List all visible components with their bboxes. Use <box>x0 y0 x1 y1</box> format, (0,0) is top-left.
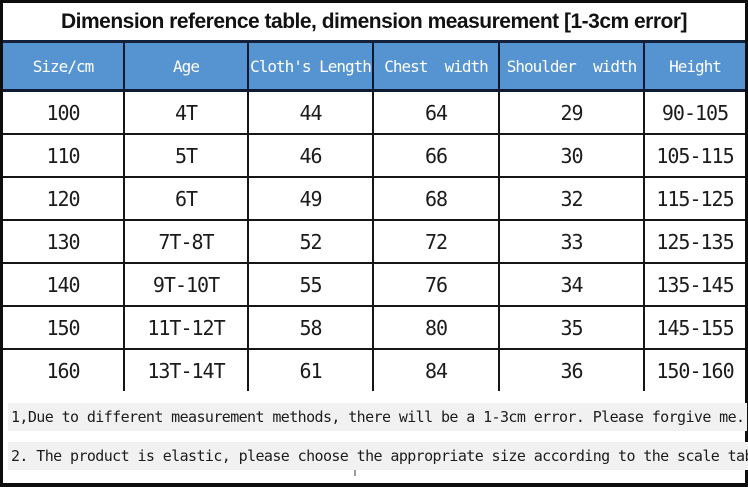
column-header-shoulder-width: Shoulder width <box>498 40 645 92</box>
table-cell: 61 <box>247 348 374 391</box>
table-cell: 105-115 <box>643 133 745 178</box>
table-cell: 160 <box>3 348 125 391</box>
table-cell: 58 <box>247 305 374 350</box>
table-cell: 13T-14T <box>123 348 249 391</box>
table-cell: 130 <box>3 219 125 264</box>
table-cell: 44 <box>247 89 374 135</box>
table-cell: 5T <box>123 133 249 178</box>
table-cell: 135-145 <box>643 262 745 307</box>
table-cell: 150-160 <box>643 348 745 391</box>
column-header-cloth-length: Cloth's Length <box>247 40 374 92</box>
table-cell: 90-105 <box>643 89 745 135</box>
table-cell: 145-155 <box>643 305 745 350</box>
table-cell: 80 <box>372 305 500 350</box>
column-header-chest-width: Chest width <box>372 40 500 92</box>
table-header-row: Size/cm Age Cloth's Length Chest width S… <box>3 40 745 92</box>
table-cell: 35 <box>498 305 645 350</box>
table-row: 130 7T-8T 52 72 33 125-135 <box>3 219 745 264</box>
table-cell: 76 <box>372 262 500 307</box>
table-cell: 84 <box>372 348 500 391</box>
table-cell: 11T-12T <box>123 305 249 350</box>
table-cell: 100 <box>3 89 125 135</box>
table-cell: 72 <box>372 219 500 264</box>
column-header-size: Size/cm <box>3 40 125 92</box>
table-cell: 115-125 <box>643 176 745 221</box>
table-cell: 140 <box>3 262 125 307</box>
table-row: 150 11T-12T 58 80 35 145-155 <box>3 305 745 350</box>
table-cell: 66 <box>372 133 500 178</box>
column-header-age: Age <box>123 40 249 92</box>
table-row: 100 4T 44 64 29 90-105 <box>3 89 745 135</box>
size-reference-table: Size/cm Age Cloth's Length Chest width S… <box>3 40 745 391</box>
table-row: 120 6T 49 68 32 115-125 <box>3 176 745 221</box>
note-line-1: 1,Due to different measurement methods, … <box>3 400 748 434</box>
notes-section: 1,Due to different measurement methods, … <box>3 391 748 483</box>
table-cell: 49 <box>247 176 374 221</box>
table-cell: 120 <box>3 176 125 221</box>
table-cell: 7T-8T <box>123 219 249 264</box>
column-header-height: Height <box>643 40 745 92</box>
cropped-next-table-divider <box>354 470 356 476</box>
table-cell: 64 <box>372 89 500 135</box>
page-title-text: Dimension reference table, dimension mea… <box>60 9 688 33</box>
page-title: Dimension reference table, dimension mea… <box>3 3 745 40</box>
table-cell: 6T <box>123 176 249 221</box>
table-cell: 68 <box>372 176 500 221</box>
table-cell: 33 <box>498 219 645 264</box>
table-cell: 32 <box>498 176 645 221</box>
table-cell: 30 <box>498 133 645 178</box>
table-cell: 52 <box>247 219 374 264</box>
table-row: 140 9T-10T 55 76 34 135-145 <box>3 262 745 307</box>
table-cell: 36 <box>498 348 645 391</box>
table-body: 100 4T 44 64 29 90-105 110 5T 46 66 30 105-115 120 6T… <box>3 89 745 391</box>
table-row: 160 13T-14T 61 84 36 150-160 <box>3 348 745 391</box>
table-cell: 150 <box>3 305 125 350</box>
note-line-2: 2. The product is elastic, please choose… <box>3 439 748 473</box>
note-text-1: 1,Due to different measurement methods, … <box>8 403 748 431</box>
table-row: 110 5T 46 66 30 105-115 <box>3 133 745 178</box>
table-cell: 55 <box>247 262 374 307</box>
table-header: Size/cm Age Cloth's Length Chest width S… <box>3 40 745 92</box>
table-cell: 29 <box>498 89 645 135</box>
note-text-2: 2. The product is elastic, please choose… <box>8 442 748 470</box>
table-cell: 110 <box>3 133 125 178</box>
table-cell: 9T-10T <box>123 262 249 307</box>
table-cell: 46 <box>247 133 374 178</box>
table-cell: 4T <box>123 89 249 135</box>
table-cell: 34 <box>498 262 645 307</box>
table-cell: 125-135 <box>643 219 745 264</box>
